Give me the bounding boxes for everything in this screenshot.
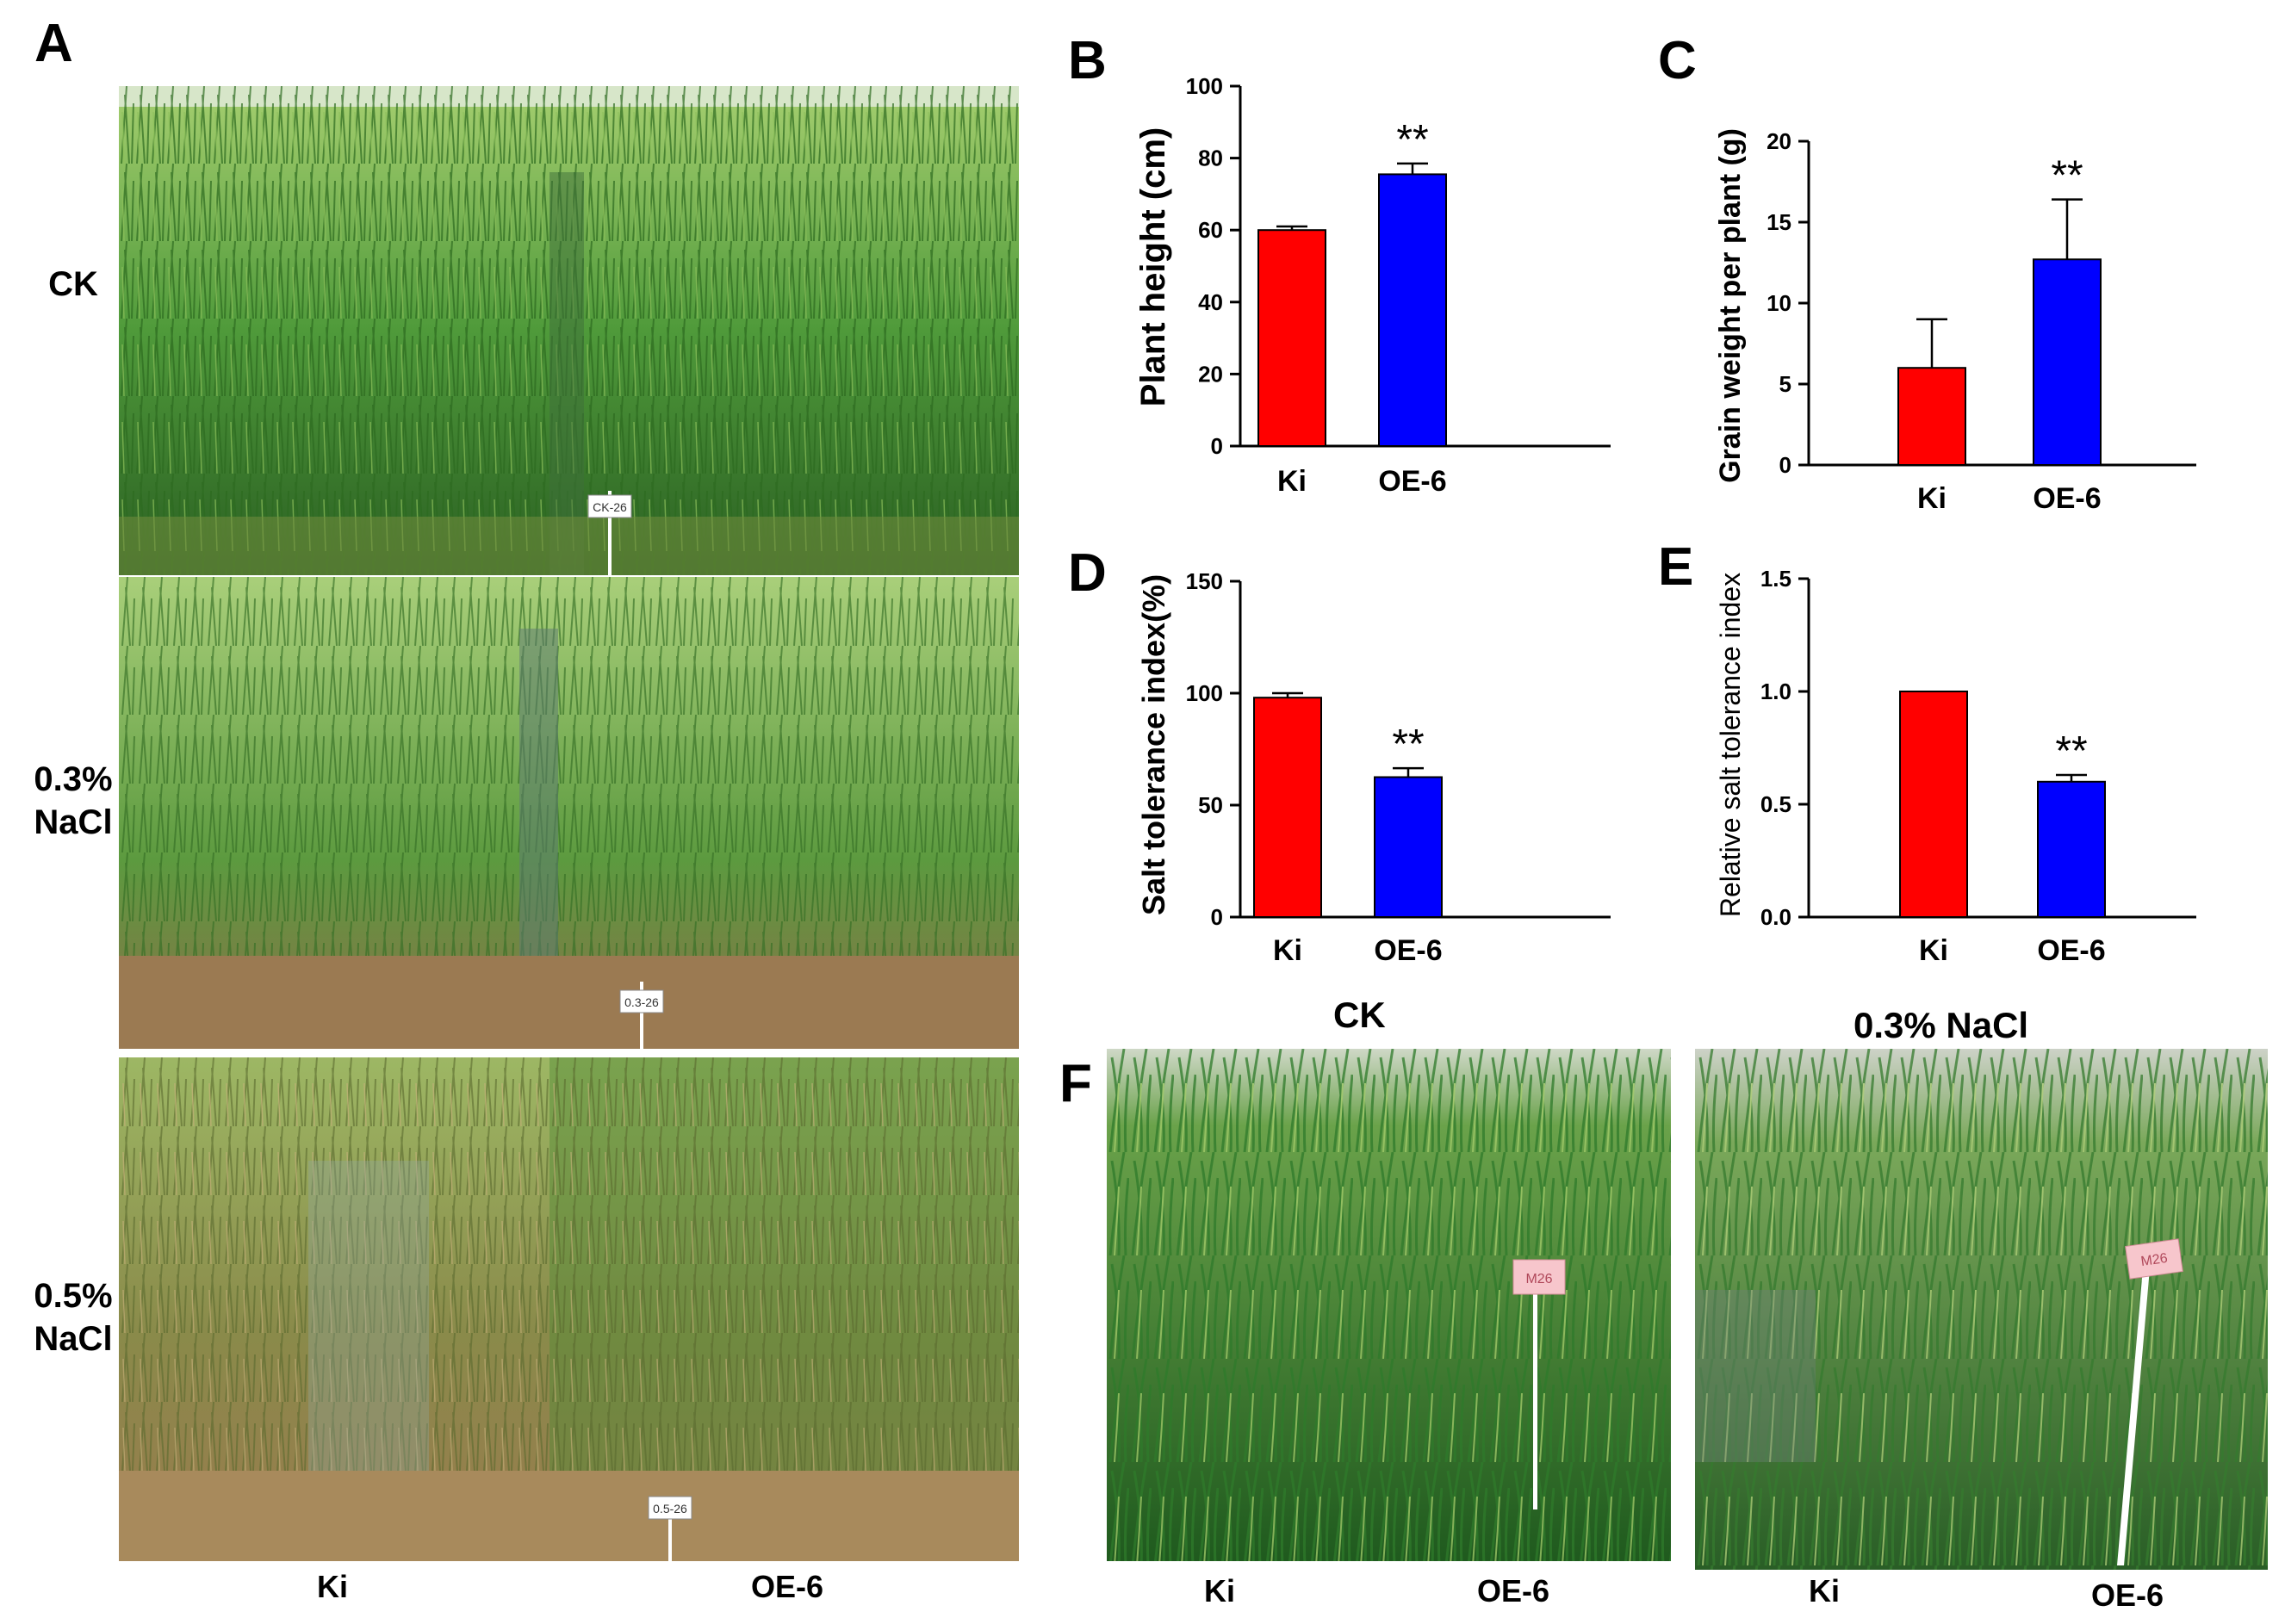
chart-c-bar-oe6: [2033, 258, 2102, 466]
chart-d-y-tick-label: 50: [1198, 792, 1223, 818]
row-label-nacl-05: 0.5% NaCl: [34, 1277, 113, 1358]
panel-letter-f: F: [1059, 1054, 1092, 1113]
chart-b-significance: **: [1396, 117, 1428, 163]
stake-label-nacl-05: 0.5-26: [653, 1502, 687, 1516]
chart-d-y-tick-label: 100: [1186, 680, 1223, 706]
chart-b-bar-ki: [1257, 229, 1326, 447]
chart-d-significance: **: [1392, 722, 1424, 767]
chart-c-y-tick-label: 10: [1767, 290, 1791, 316]
chart-c-significance: **: [2051, 153, 2083, 199]
chart-c-y-tick-label: 20: [1767, 128, 1791, 154]
chart-c-category-label: OE-6: [2033, 482, 2101, 515]
stake-label-f-nacl: M26: [2140, 1251, 2169, 1269]
chart-c-y-tick-label: 15: [1767, 209, 1791, 235]
stake-label-ck: CK-26: [593, 500, 627, 514]
chart-c: 0 5 10 15 20 Grain weight per plant (g) Ki ** OE…: [1714, 121, 2231, 525]
photo-f-nacl: M26: [1695, 1049, 2268, 1570]
chart-e-category-label: Ki: [1919, 934, 1948, 967]
panel-letter-c: C: [1658, 31, 1697, 90]
chart-b-y-tick-label: 20: [1198, 361, 1223, 387]
panel-letter-b: B: [1068, 31, 1107, 90]
col-label-a-ki: Ki: [317, 1569, 348, 1604]
chart-e-bar-ki: [1899, 691, 1968, 918]
col-label-f-left-ki: Ki: [1204, 1573, 1235, 1609]
chart-d-category-label: OE-6: [1374, 934, 1442, 967]
row-label-ck: CK: [48, 265, 98, 303]
f-title-ck: CK: [1333, 995, 1386, 1035]
col-label-a-oe6: OE-6: [751, 1569, 824, 1604]
chart-d-y-label: Salt tolerance index(%): [1136, 574, 1171, 915]
col-label-f-right-oe6: OE-6: [2091, 1578, 2164, 1613]
f-title-nacl: 0.3% NaCl: [1853, 1005, 2029, 1045]
chart-e-significance: **: [2055, 728, 2087, 774]
chart-b-y-tick-label: 100: [1186, 73, 1223, 99]
chart-d-y-tick-label: 150: [1186, 568, 1223, 594]
chart-e: 0.0 0.5 1.0 1.5 Relative salt tolerance inde…: [1714, 560, 2231, 982]
panel-letter-a: A: [34, 14, 73, 73]
chart-b-y-tick-label: 40: [1198, 289, 1223, 315]
chart-c-y-tick-label: 5: [1779, 371, 1791, 397]
chart-e-category-label: OE-6: [2037, 934, 2105, 967]
chart-b-category-label: OE-6: [1378, 465, 1446, 498]
chart-e-y-tick-label: 1.0: [1760, 679, 1791, 704]
stake-label-f-ck: M26: [1525, 1272, 1552, 1286]
stake-label-nacl-03: 0.3-26: [624, 995, 659, 1009]
photo-f-ck: M26: [1107, 1049, 1671, 1561]
panel-letter-d: D: [1068, 543, 1107, 603]
chart-e-y-tick-label: 1.5: [1760, 566, 1791, 592]
chart-c-svg: 0 5 10 15 20 Grain weight per plant (g) Ki ** OE…: [1714, 128, 2196, 515]
row-label-nacl-03: 0.3% NaCl: [34, 760, 113, 841]
photo-field-nacl-03: 0.3-26: [119, 577, 1019, 1049]
chart-b-y-label: Plant height (cm): [1134, 127, 1172, 406]
chart-e-y-tick-label: 0.5: [1760, 791, 1791, 817]
chart-b-y-tick-label: 0: [1211, 433, 1223, 459]
photo-field-ck: CK-26: [119, 86, 1019, 575]
chart-e-y-tick-label: 0.0: [1760, 904, 1791, 930]
chart-e-y-label: Relative salt tolerance index: [1715, 573, 1746, 917]
photo-field-nacl-05: 0.5-26: [119, 1057, 1019, 1561]
chart-d-bar-oe6: [1374, 776, 1443, 918]
chart-b-svg: 0 20 40 60 80 100 Plant height (cm) Ki ** OE-6: [1134, 73, 1611, 498]
chart-c-category-label: Ki: [1917, 482, 1947, 515]
chart-b-y-tick-label: 60: [1198, 217, 1223, 243]
chart-b-y-tick-label: 80: [1198, 146, 1223, 171]
col-label-f-right-ki: Ki: [1809, 1573, 1840, 1609]
chart-b-bar-oe6: [1378, 173, 1447, 447]
col-label-f-left-oe6: OE-6: [1477, 1573, 1550, 1609]
chart-c-y-tick-label: 0: [1779, 452, 1791, 478]
panel-letter-e: E: [1658, 537, 1694, 597]
chart-b: 0 20 40 60 80 100 Plant height (cm) Ki ** OE-6: [1128, 60, 1636, 525]
chart-d-y-tick-label: 0: [1211, 904, 1223, 930]
chart-d-bar-ki: [1253, 697, 1322, 918]
chart-d: 0 50 100 150 Salt tolerance index(%) Ki ** OE-6: [1128, 560, 1636, 982]
chart-c-bar-ki: [1897, 367, 1966, 467]
chart-e-bar-oe6: [2037, 780, 2106, 918]
chart-e-svg: 0.0 0.5 1.0 1.5 Relative salt tolerance inde…: [1715, 566, 2196, 967]
chart-c-y-label: Grain weight per plant (g): [1714, 128, 1747, 483]
chart-d-category-label: Ki: [1273, 934, 1302, 967]
chart-b-category-label: Ki: [1277, 465, 1307, 498]
chart-d-svg: 0 50 100 150 Salt tolerance index(%) Ki ** OE-6: [1136, 568, 1611, 967]
